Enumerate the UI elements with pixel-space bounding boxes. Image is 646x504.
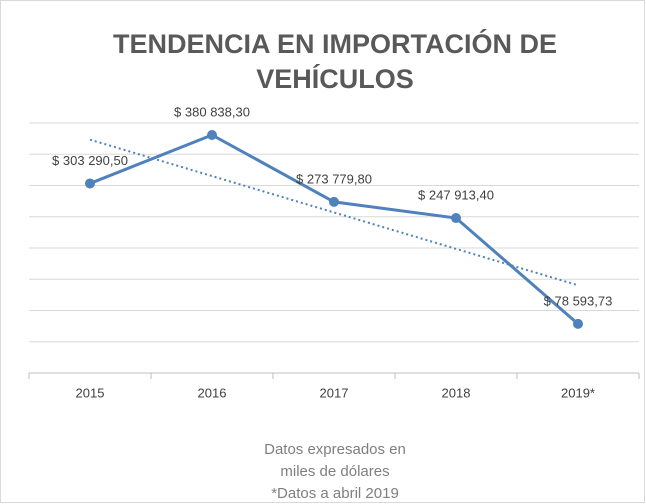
x-tick-label: 2016 <box>198 385 227 400</box>
chart-title: TENDENCIA EN IMPORTACIÓN DE <box>113 28 557 59</box>
data-point <box>207 129 217 140</box>
x-tick-label: 2015 <box>76 385 105 400</box>
note: *Datos a abril 2019 <box>271 485 399 502</box>
data-point <box>85 178 95 189</box>
x-tick-label: 2019* <box>561 385 595 400</box>
note: miles de dólares <box>280 463 389 480</box>
data-point <box>451 213 461 224</box>
x-tick-label: 2018 <box>442 385 471 400</box>
data-label: $ 380 838,30 <box>174 104 250 119</box>
data-label: $ 303 290,50 <box>52 153 128 168</box>
note: Datos expresados en <box>264 441 406 458</box>
data-label: $ 78 593,73 <box>544 293 613 308</box>
data-label: $ 247 913,40 <box>418 187 494 202</box>
data-point <box>329 196 339 207</box>
data-point <box>573 318 583 329</box>
chart-title: VEHÍCULOS <box>256 63 414 94</box>
data-label: $ 273 779,80 <box>296 171 372 186</box>
x-tick-label: 2017 <box>320 385 349 400</box>
